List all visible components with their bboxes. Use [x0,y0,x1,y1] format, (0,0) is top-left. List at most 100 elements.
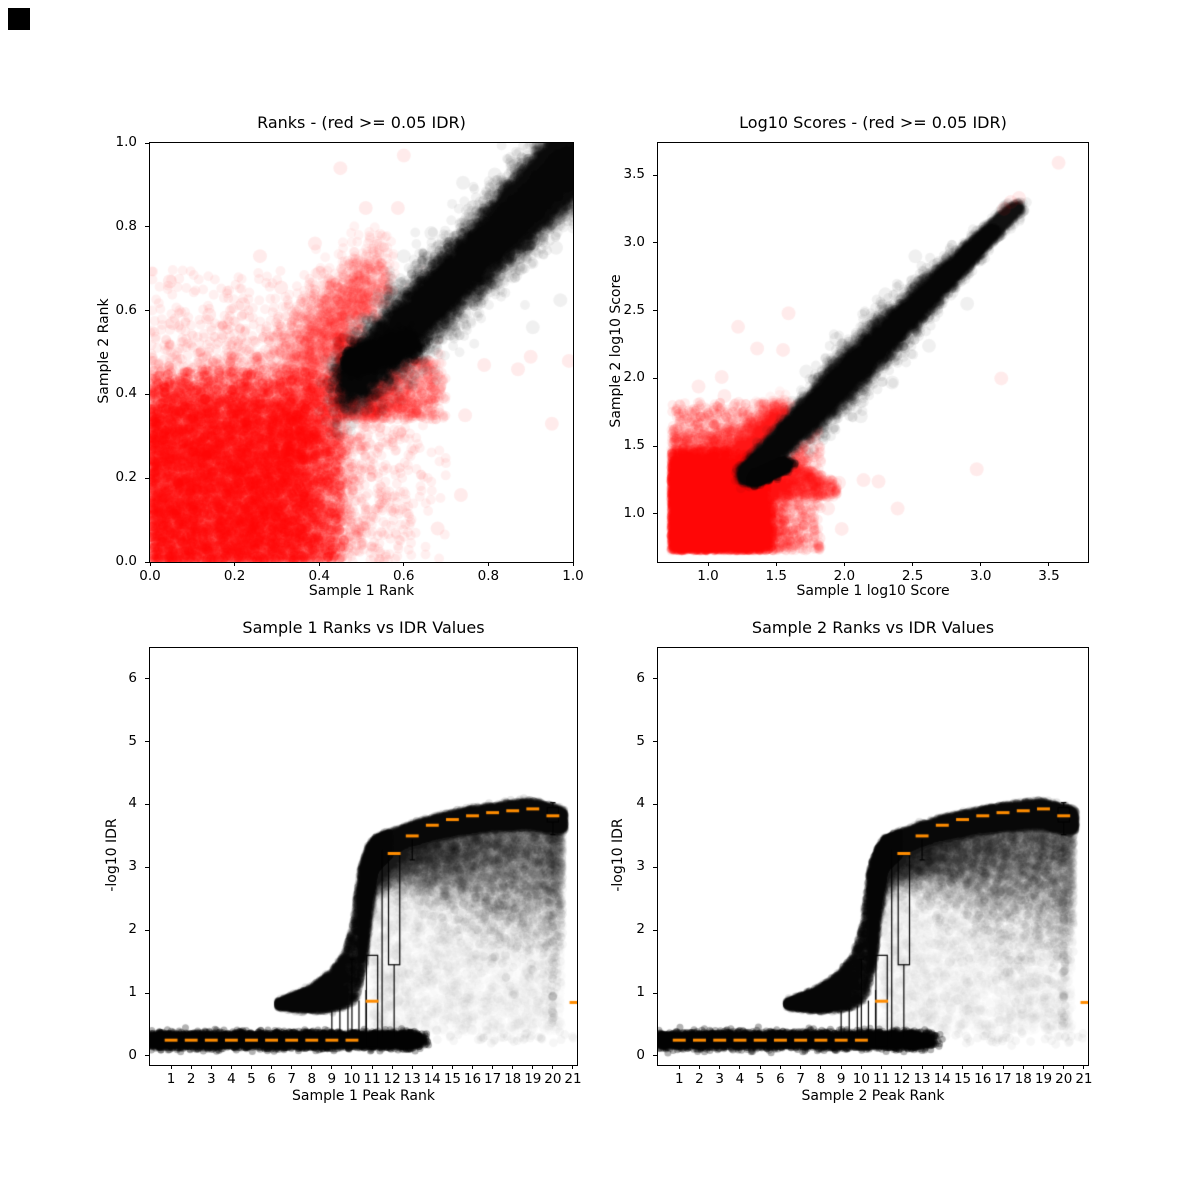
x-tick-mark [678,1065,680,1069]
x-tick-mark [552,1065,554,1069]
x-tick-label: 20 [544,1071,562,1087]
x-tick-label: 7 [287,1071,296,1087]
y-tick-label: 1.0 [115,134,137,150]
x-tick-label: 5 [247,1071,256,1087]
x-tick-label: 20 [1055,1071,1073,1087]
x-tick-mark [843,562,845,566]
y-tick-label: 0 [636,1046,645,1063]
y-tick-label: 4 [636,795,645,812]
sample1-idr-plot-frame [149,647,578,1066]
y-tick-label: 6 [636,669,645,686]
y-tick-label: 3 [128,858,137,875]
x-tick-mark [190,1065,192,1069]
x-tick-mark [472,1065,473,1069]
xaxis-label-sample1-peak-rank: Sample 1 Peak Rank [292,1088,435,1104]
x-tick-mark [881,1065,883,1069]
y-tick-label: 1 [128,984,137,1001]
x-tick-label: 0.8 [477,568,500,584]
y-tick-mark [145,678,149,680]
x-tick-label: 3 [715,1071,724,1087]
x-tick-label: 0.2 [223,568,246,584]
x-tick-label: 10 [343,1071,361,1087]
y-tick-mark [145,226,149,228]
x-tick-mark [840,1065,842,1069]
x-tick-label: 1.5 [765,568,787,584]
x-tick-mark [707,562,709,566]
x-tick-label: 4 [735,1071,745,1087]
x-tick-label: 0.4 [308,568,330,584]
x-tick-label: 4 [227,1071,236,1087]
x-tick-mark [921,1065,923,1069]
x-tick-mark [234,562,236,566]
x-tick-label: 19 [524,1071,542,1087]
x-tick-mark [719,1065,721,1069]
y-tick-label: 6 [128,669,137,686]
x-tick-mark [759,1065,761,1069]
x-tick-mark [311,1065,313,1069]
x-tick-mark [962,1065,964,1069]
x-tick-mark [250,1065,252,1069]
y-tick-mark [653,377,657,379]
x-tick-mark [901,1065,903,1069]
y-tick-label: 2 [128,921,137,938]
plot-title-log10-scores: Log10 Scores - (red >= 0.05 IDR) [739,113,1007,132]
x-tick-label: 6 [267,1071,276,1087]
plot-title-sample2-idr: Sample 2 Ranks vs IDR Values [751,618,995,637]
x-tick-label: 9 [327,1071,337,1087]
y-tick-label: 5 [636,732,645,749]
x-tick-label: 1 [674,1071,684,1087]
x-tick-mark [1063,1065,1065,1069]
y-tick-label: 1.0 [623,504,645,521]
x-tick-mark [170,1065,172,1069]
y-tick-label: 0.0 [115,553,137,569]
x-tick-mark [820,1065,822,1069]
x-tick-label: 14 [423,1071,441,1087]
plot-title-sample1-idr: Sample 1 Ranks vs IDR Values [242,618,485,637]
y-tick-mark [653,174,657,176]
x-tick-label: 8 [307,1071,317,1087]
x-tick-mark [492,1065,494,1069]
x-tick-label: 17 [484,1071,502,1087]
x-tick-mark [572,1065,574,1069]
x-tick-label: 11 [873,1071,891,1087]
y-tick-mark [653,741,657,743]
yaxis-label-sample2-rank: Sample 2 Rank [96,298,112,404]
y-tick-mark [145,142,149,144]
scores-scatter-canvas [658,143,1088,562]
x-tick-mark [371,1065,373,1069]
y-tick-label: 5 [128,732,137,749]
x-tick-mark [1083,1065,1085,1069]
x-tick-mark [779,1065,781,1069]
y-tick-mark [145,310,149,312]
x-tick-label: 1 [166,1071,176,1087]
y-tick-label: 3.0 [623,233,645,250]
yaxis-label-sample2-log10-score: Sample 2 log10 Score [608,274,624,428]
sample1-idr-canvas [150,648,577,1065]
ranks-plot-frame [149,142,574,563]
x-tick-mark [487,562,489,566]
x-tick-label: 2 [695,1071,704,1087]
x-tick-mark [698,1065,700,1069]
x-tick-label: 1.0 [562,568,584,584]
y-tick-mark [653,992,657,994]
sample2-idr-plot-frame [657,647,1089,1066]
x-tick-label: 3.5 [1038,568,1060,584]
x-tick-label: 5 [755,1071,765,1087]
y-tick-label: 2.5 [623,301,645,318]
x-tick-mark [1022,1065,1024,1069]
x-tick-label: 12 [893,1071,911,1087]
x-tick-label: 17 [994,1071,1012,1087]
window-artifact-square [8,8,30,30]
y-tick-mark [145,561,149,563]
y-tick-mark [145,741,149,743]
xaxis-label-sample1-log10-score: Sample 1 log10 Score [796,583,950,599]
x-tick-label: 2.0 [833,568,856,584]
y-tick-label: 3 [636,858,645,875]
x-tick-mark [1002,1065,1004,1069]
x-tick-mark [800,1065,802,1069]
y-tick-mark [145,477,149,479]
x-tick-mark [431,1065,433,1069]
y-tick-label: 3.5 [623,166,645,182]
y-tick-mark [653,310,657,312]
